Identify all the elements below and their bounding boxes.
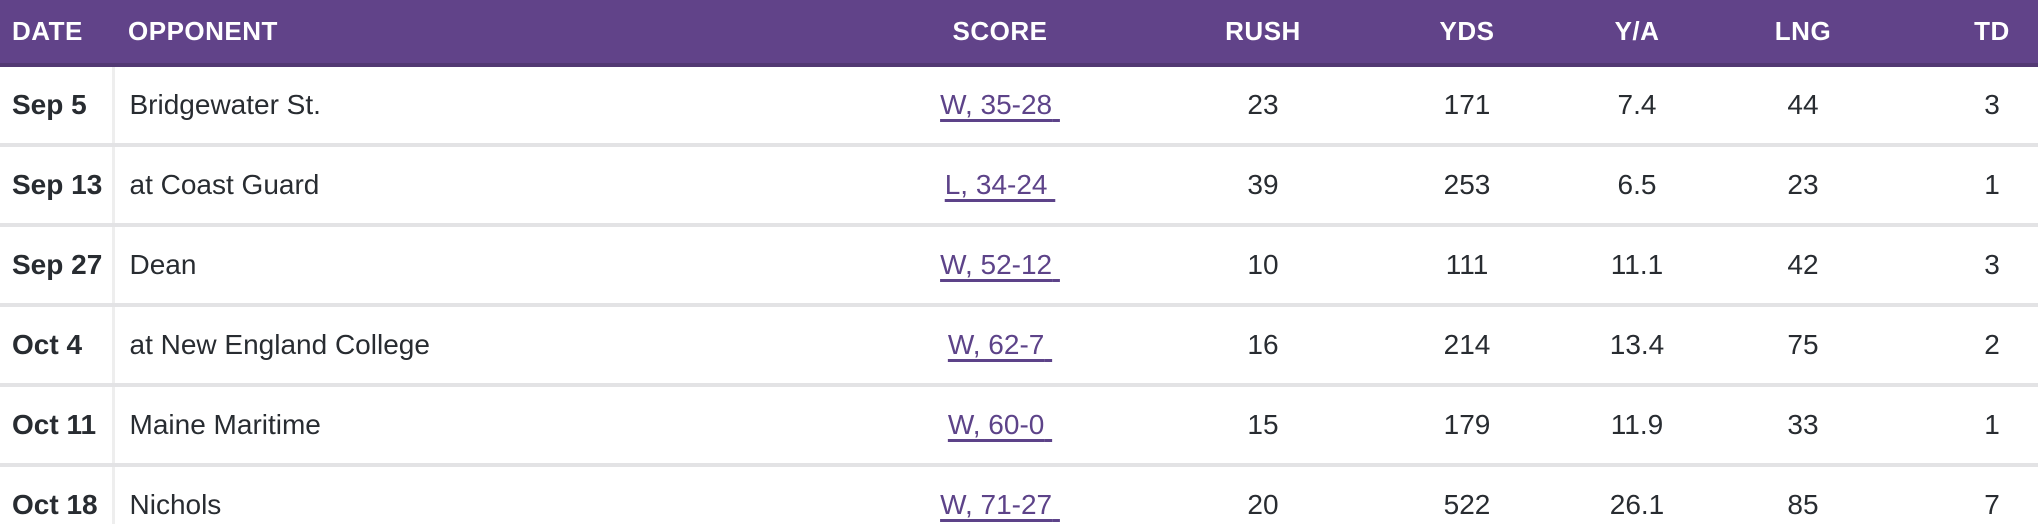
td-cell: 2 bbox=[1920, 305, 2038, 387]
date-cell: Oct 11 bbox=[0, 385, 115, 467]
opponent-cell: Dean bbox=[113, 225, 820, 307]
column-header-score: SCORE bbox=[820, 0, 1180, 67]
rush-cell: 20 bbox=[1180, 465, 1346, 524]
lng-cell: 33 bbox=[1686, 385, 1920, 467]
column-header-date: DATE bbox=[0, 0, 113, 67]
rush-cell: 15 bbox=[1180, 385, 1346, 467]
score-link[interactable]: W, 35-28 bbox=[940, 89, 1053, 120]
ya-cell: 6.5 bbox=[1588, 145, 1686, 227]
td-cell: 7 bbox=[1920, 465, 2038, 524]
column-header-lng: LNG bbox=[1686, 0, 1920, 67]
date-cell: Sep 27 bbox=[0, 225, 115, 307]
score-cell: W, 60-0 bbox=[820, 385, 1180, 467]
score-link[interactable]: W, 52-12 bbox=[940, 249, 1053, 280]
rush-cell: 10 bbox=[1180, 225, 1346, 307]
lng-cell: 42 bbox=[1686, 225, 1920, 307]
yds-cell: 179 bbox=[1346, 385, 1588, 467]
rush-cell: 39 bbox=[1180, 145, 1346, 227]
table-row: Oct 11 Maine Maritime W, 60-0 15 179 11.… bbox=[0, 385, 2038, 467]
score-cell: L, 34-24 bbox=[820, 145, 1180, 227]
td-cell: 1 bbox=[1920, 145, 2038, 227]
score-link[interactable]: W, 71-27 bbox=[940, 489, 1053, 520]
date-cell: Sep 5 bbox=[0, 65, 115, 147]
score-link[interactable]: W, 60-0 bbox=[947, 409, 1045, 440]
score-link[interactable]: L, 34-24 bbox=[944, 169, 1048, 200]
table-row: Sep 27 Dean W, 52-12 10 111 11.1 42 3 bbox=[0, 225, 2038, 307]
column-header-opponent: OPPONENT bbox=[113, 0, 820, 67]
table-row: Sep 13 at Coast Guard L, 34-24 39 253 6.… bbox=[0, 145, 2038, 227]
date-cell: Oct 4 bbox=[0, 305, 115, 387]
column-header-rush: RUSH bbox=[1180, 0, 1346, 67]
score-cell: W, 35-28 bbox=[820, 65, 1180, 147]
opponent-cell: Bridgewater St. bbox=[113, 65, 820, 147]
opponent-cell: at New England College bbox=[113, 305, 820, 387]
score-link[interactable]: W, 62-7 bbox=[947, 329, 1045, 360]
opponent-cell: Maine Maritime bbox=[113, 385, 820, 467]
opponent-cell: Nichols bbox=[113, 465, 820, 524]
ya-cell: 26.1 bbox=[1588, 465, 1686, 524]
date-cell: Oct 18 bbox=[0, 465, 115, 524]
column-header-ya: Y/A bbox=[1588, 0, 1686, 67]
yds-cell: 171 bbox=[1346, 65, 1588, 147]
table-row: Oct 4 at New England College W, 62-7 16 … bbox=[0, 305, 2038, 387]
td-cell: 3 bbox=[1920, 225, 2038, 307]
score-cell: W, 52-12 bbox=[820, 225, 1180, 307]
lng-cell: 85 bbox=[1686, 465, 1920, 524]
column-header-td: TD bbox=[1920, 0, 2038, 67]
lng-cell: 75 bbox=[1686, 305, 1920, 387]
lng-cell: 44 bbox=[1686, 65, 1920, 147]
yds-cell: 522 bbox=[1346, 465, 1588, 524]
score-cell: W, 71-27 bbox=[820, 465, 1180, 524]
yds-cell: 214 bbox=[1346, 305, 1588, 387]
rush-cell: 23 bbox=[1180, 65, 1346, 147]
ya-cell: 7.4 bbox=[1588, 65, 1686, 147]
opponent-cell: at Coast Guard bbox=[113, 145, 820, 227]
column-header-yds: YDS bbox=[1346, 0, 1588, 67]
ya-cell: 11.1 bbox=[1588, 225, 1686, 307]
yds-cell: 111 bbox=[1346, 225, 1588, 307]
td-cell: 1 bbox=[1920, 385, 2038, 467]
ya-cell: 11.9 bbox=[1588, 385, 1686, 467]
table-header-row: DATE OPPONENT SCORE RUSH YDS Y/A LNG TD bbox=[0, 0, 2038, 67]
score-cell: W, 62-7 bbox=[820, 305, 1180, 387]
table-row: Oct 18 Nichols W, 71-27 20 522 26.1 85 7 bbox=[0, 465, 2038, 524]
lng-cell: 23 bbox=[1686, 145, 1920, 227]
table-row: Sep 5 Bridgewater St. W, 35-28 23 171 7.… bbox=[0, 65, 2038, 147]
date-cell: Sep 13 bbox=[0, 145, 115, 227]
rush-cell: 16 bbox=[1180, 305, 1346, 387]
ya-cell: 13.4 bbox=[1588, 305, 1686, 387]
yds-cell: 253 bbox=[1346, 145, 1588, 227]
td-cell: 3 bbox=[1920, 65, 2038, 147]
